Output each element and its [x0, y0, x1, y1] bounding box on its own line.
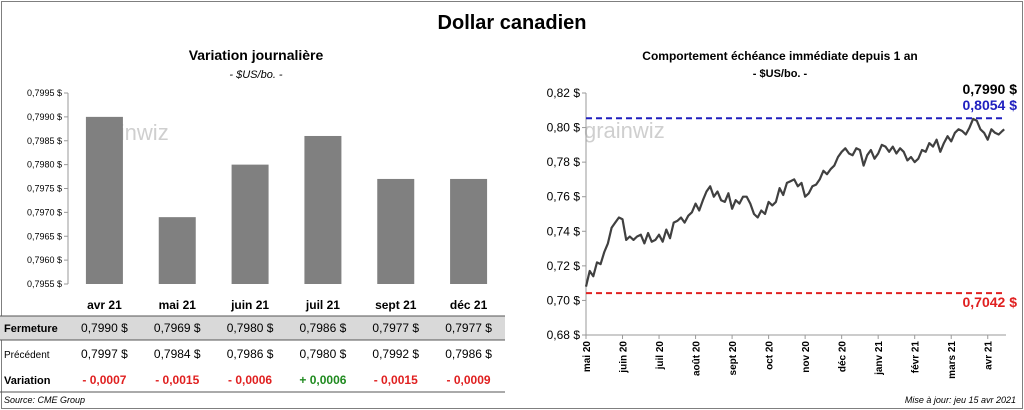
table-cell: - 0,0015 [374, 373, 418, 387]
table-row-label: Variation [4, 375, 51, 387]
table-cell: 0,7986 $ [445, 347, 492, 361]
bar-x-label: avr 21 [87, 298, 122, 312]
table-cell: 0,7977 $ [445, 321, 492, 335]
bar [85, 116, 123, 284]
low-value-label: 0,7042 $ [963, 294, 1018, 310]
table-cell: 0,7984 $ [154, 347, 201, 361]
bar-y-tick-label: 0,7955 $ [27, 279, 62, 289]
bar-x-label: mai 21 [159, 298, 197, 312]
bar-y-tick-label: 0,7960 $ [27, 255, 62, 265]
table-cell: - 0,0009 [447, 373, 491, 387]
bar-y-tick-label: 0,7965 $ [27, 231, 62, 241]
line-y-tick-label: 0,70 $ [547, 293, 581, 307]
table-row-label: Précédent [4, 350, 50, 361]
bar [304, 135, 342, 284]
bar-x-label: déc 21 [450, 298, 488, 312]
bar-y-tick-label: 0,7985 $ [27, 136, 62, 146]
table-cell: 0,7992 $ [372, 347, 419, 361]
source-note: Source: CME Group [4, 395, 86, 405]
update-note: Mise à jour: jeu 15 avr 2021 [904, 395, 1016, 405]
last-value-label: 0,7990 $ [963, 81, 1018, 97]
line-y-tick-label: 0,82 $ [547, 86, 581, 100]
table-cell: - 0,0015 [155, 373, 199, 387]
line-chart-subtitle: - $US/bo. - [753, 68, 808, 80]
line-y-tick-label: 0,72 $ [547, 259, 581, 273]
table-cell: 0,7980 $ [300, 347, 347, 361]
line-x-tick-label: août 20 [692, 341, 703, 376]
bar-x-label: juin 21 [230, 298, 269, 312]
bar-chart-title: Variation journalière [189, 47, 324, 63]
table-cell: - 0,0006 [228, 373, 272, 387]
bar-y-tick-label: 0,7995 $ [27, 88, 62, 98]
bar-y-tick-label: 0,7970 $ [27, 207, 62, 217]
bar [158, 217, 196, 284]
line-y-tick-label: 0,76 $ [547, 190, 581, 204]
line-y-tick-label: 0,68 $ [547, 328, 581, 342]
table-cell: + 0,0006 [299, 373, 346, 387]
line-x-tick-label: avr 21 [984, 341, 995, 370]
line-x-tick-label: déc 20 [838, 341, 849, 373]
table-cell: 0,7986 $ [227, 347, 274, 361]
table-cell: 0,7980 $ [227, 321, 274, 335]
table-row-bg [0, 316, 505, 340]
line-y-tick-label: 0,78 $ [547, 155, 581, 169]
line-chart: Comportement échéance immédiate depuis 1… [547, 49, 1018, 379]
table-cell: 0,7986 $ [300, 321, 347, 335]
bar [231, 164, 269, 284]
line-y-tick-label: 0,74 $ [547, 224, 581, 238]
table-cell: 0,7977 $ [372, 321, 419, 335]
bar-y-tick-label: 0,7990 $ [27, 112, 62, 122]
line-y-tick-label: 0,80 $ [547, 121, 581, 135]
line-x-tick-label: mars 21 [947, 341, 958, 379]
line-chart-title: Comportement échéance immédiate depuis 1… [642, 49, 917, 63]
line-x-tick-label: nov 20 [801, 341, 812, 373]
bar-y-tick-label: 0,7975 $ [27, 184, 62, 194]
page-title: Dollar canadien [437, 12, 587, 34]
table-row-label: Fermeture [4, 323, 58, 335]
high-value-label: 0,8054 $ [963, 97, 1018, 113]
bar-x-label: sept 21 [375, 298, 417, 312]
table-cell: - 0,0007 [82, 373, 126, 387]
table-cell: 0,7997 $ [81, 347, 128, 361]
watermark: grainwiz [584, 118, 665, 143]
line-x-tick-label: oct 20 [765, 341, 776, 370]
series-line [584, 117, 1005, 287]
bar [450, 178, 488, 284]
table-cell: 0,7990 $ [81, 321, 128, 335]
bar-y-tick-label: 0,7980 $ [27, 160, 62, 170]
bar-chart-subtitle: - $US/bo. - [229, 69, 283, 81]
bar-x-label: juil 21 [305, 298, 340, 312]
line-x-tick-label: juil 20 [655, 341, 666, 371]
line-x-tick-label: sept 20 [728, 341, 739, 376]
line-x-tick-label: janv 21 [874, 341, 885, 376]
line-x-tick-label: juin 20 [619, 341, 630, 374]
bar-chart: Variation journalière- $US/bo. -grainwiz… [0, 47, 505, 393]
line-x-tick-label: mai 20 [582, 341, 593, 373]
table-cell: 0,7969 $ [154, 321, 201, 335]
line-x-tick-label: févr 21 [911, 341, 922, 374]
bar [377, 178, 415, 284]
